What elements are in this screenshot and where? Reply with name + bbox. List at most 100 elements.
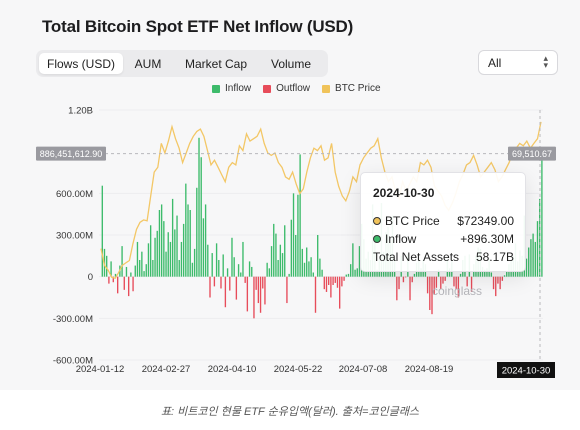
inflow-bar (182, 223, 185, 277)
inflow-bar (251, 266, 253, 277)
inflow-bar (169, 241, 172, 277)
inflow-bar (125, 266, 128, 277)
outflow-bar (257, 276, 260, 304)
inflow-bar (279, 244, 282, 277)
outflow-bar (404, 276, 407, 278)
inflow-bar (484, 269, 486, 277)
inflow-bar (277, 260, 279, 277)
tab-volume[interactable]: Volume (270, 56, 312, 71)
inflow-bar (233, 257, 235, 277)
outflow-bar (213, 276, 216, 287)
chart-legend: Inflow Outflow BTC Price (212, 83, 393, 94)
tab-market-cap[interactable]: Market Cap (184, 56, 248, 71)
y-tick-label: 300.00M (56, 231, 93, 242)
inflow-bar (486, 268, 488, 277)
outflow-bar (325, 276, 328, 292)
inflow-bar (240, 272, 242, 277)
metric-tabs: Flows (USD) AUM Market Cap Volume (36, 50, 328, 77)
inflow-bar (413, 273, 416, 277)
outflow-bar (330, 276, 332, 298)
outflow-bar (127, 276, 130, 297)
outflow-bar (501, 276, 504, 281)
legend-label-outflow: Outflow (276, 83, 311, 94)
inflow-bar (459, 273, 462, 277)
inflow-bar (167, 232, 169, 277)
inflow-bar (198, 137, 200, 277)
inflow-bar (281, 253, 284, 277)
inflow-bar (345, 274, 347, 277)
tooltip-inflow-value: +896.30M (460, 232, 514, 246)
outflow-bar (396, 276, 398, 301)
outflow-bar (255, 276, 257, 290)
legend-swatch-inflow (212, 84, 220, 93)
inflow-bar (268, 268, 271, 277)
inflow-bar (143, 271, 145, 277)
inflow-bar (292, 193, 295, 277)
inflow-bar (154, 237, 156, 277)
outflow-bar (117, 276, 119, 294)
outflow-bar (431, 276, 433, 315)
outflow-bar (409, 276, 411, 301)
outflow-bar (286, 276, 288, 304)
outflow-bar (440, 276, 442, 290)
inflow-bar (290, 219, 293, 277)
inflow-bar (114, 273, 117, 277)
outflow-bar (435, 276, 438, 288)
inflow-bar (356, 268, 358, 277)
inflow-bar (297, 194, 299, 277)
inflow-bar (525, 258, 528, 277)
figure-caption: 표: 비트코인 현물 ETF 순유입액(달러). 출처=코인글래스 (160, 406, 420, 418)
btc-price-line (100, 121, 542, 279)
outflow-bar (209, 276, 211, 298)
chart-card: Total Bitcoin Spot ETF Net Inflow (USD) … (0, 17, 580, 390)
outflow-bar (426, 276, 429, 294)
inflow-bar (165, 251, 167, 277)
inflow-bar (145, 264, 147, 277)
inflow-bar (534, 241, 536, 277)
inflow-bar (193, 248, 196, 277)
crosshair-x-label: 2024-10-30 (502, 366, 551, 377)
inflow-bar (171, 198, 174, 277)
inflow-bar (312, 272, 314, 277)
inflow-bar (218, 260, 220, 277)
tab-flows[interactable]: Flows (USD) (39, 53, 123, 74)
inflow-bar (176, 215, 178, 277)
inflow-bar (204, 204, 207, 277)
inflow-bar (185, 183, 187, 277)
outflow-bar (470, 276, 473, 292)
outflow-bar (497, 276, 499, 284)
inflow-bar (207, 244, 209, 277)
chevron-updown-icon: ▴ ▾ (543, 53, 548, 70)
outflow-bar (336, 276, 339, 288)
x-tick-label: 2024-01-12 (76, 364, 125, 375)
x-tick-label: 2024-04-10 (208, 364, 257, 375)
x-tick-label: 2024-05-22 (274, 364, 323, 375)
inflow-bar (101, 185, 103, 277)
crosshair-price-label: 69,510.67 (512, 149, 552, 159)
inflow-bar (211, 253, 213, 277)
inflow-bar (358, 246, 361, 277)
legend-item-btc-price[interactable]: BTC Price (322, 83, 381, 94)
inflow-bar (376, 269, 378, 277)
legend-swatch-btc-price (322, 84, 331, 93)
inflow-bar (180, 241, 183, 277)
tab-aum[interactable]: AUM (134, 56, 162, 71)
chart-plot[interactable]: 1.20B 600.00M 300.00M 0 -300.00M -600.00M 202… (0, 95, 580, 390)
legend-item-outflow[interactable]: Outflow (263, 83, 310, 94)
legend-label-btc-price: BTC Price (335, 83, 381, 94)
crosshair-price-badge (508, 146, 556, 161)
inflow-bar (530, 239, 532, 277)
range-select[interactable]: All ▴ ▾ (478, 50, 558, 75)
inflow-bar (541, 151, 543, 277)
legend-item-inflow[interactable]: Inflow (212, 83, 251, 94)
outflow-bar (314, 276, 317, 313)
outflow-bar (235, 276, 238, 300)
inflow-bar (189, 210, 191, 277)
outflow-bar (332, 276, 334, 285)
outflow-bar (334, 276, 336, 283)
outflow-bar (492, 276, 495, 290)
inflow-bar (231, 237, 233, 277)
outflow-bar (246, 276, 249, 312)
outflow-bar (112, 276, 114, 283)
tooltip-inflow-dot (373, 235, 381, 243)
